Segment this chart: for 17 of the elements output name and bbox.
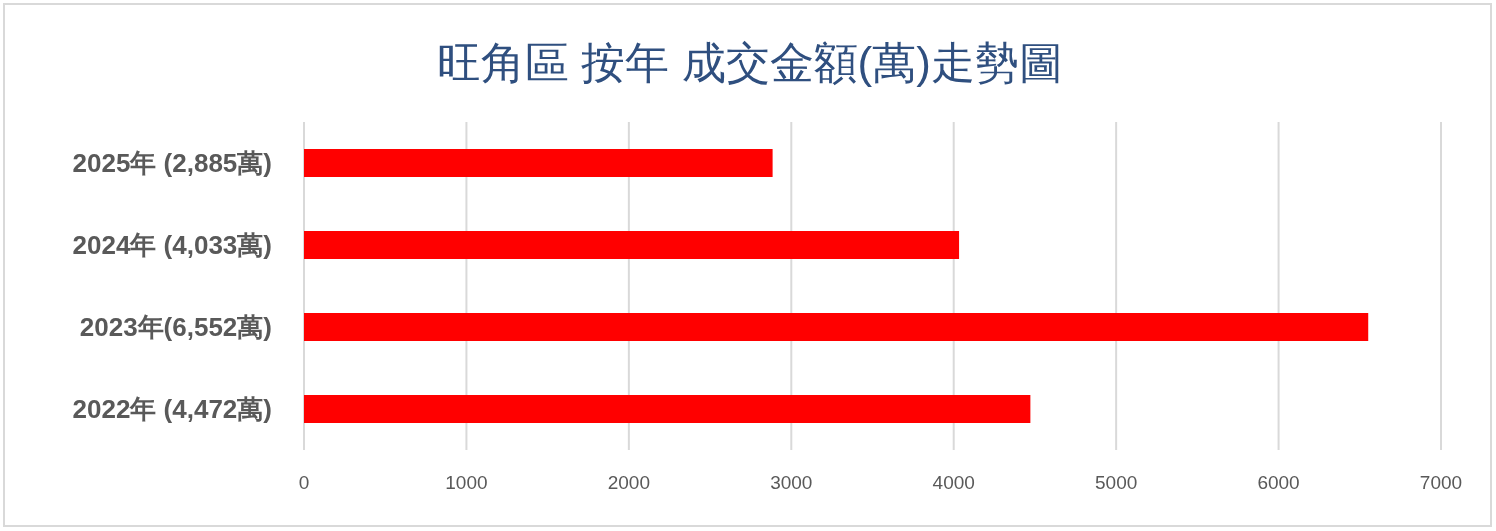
x-tick-label: 1000 <box>445 472 488 493</box>
y-tick-label: 2023年(6,552萬) <box>79 312 272 342</box>
chart-title: 旺角區 按年 成交金額(萬)走勢圖 <box>437 38 1063 87</box>
y-tick-label: 2024年 (4,033萬) <box>72 230 272 260</box>
bar <box>304 149 773 177</box>
x-tick-label: 2000 <box>607 472 650 493</box>
bar <box>304 313 1369 341</box>
x-tick-label: 4000 <box>932 472 975 493</box>
x-tick-label: 0 <box>298 472 310 493</box>
x-tick-label: 5000 <box>1095 472 1138 493</box>
bar <box>304 231 960 259</box>
y-tick-label: 2022年 (4,472萬) <box>72 394 272 424</box>
y-tick-label: 2025年 (2,885萬) <box>72 148 272 178</box>
bar <box>304 395 1031 423</box>
x-tick-label: 3000 <box>770 472 813 493</box>
x-tick-label: 6000 <box>1257 472 1300 493</box>
x-tick-label: 7000 <box>1419 472 1463 493</box>
